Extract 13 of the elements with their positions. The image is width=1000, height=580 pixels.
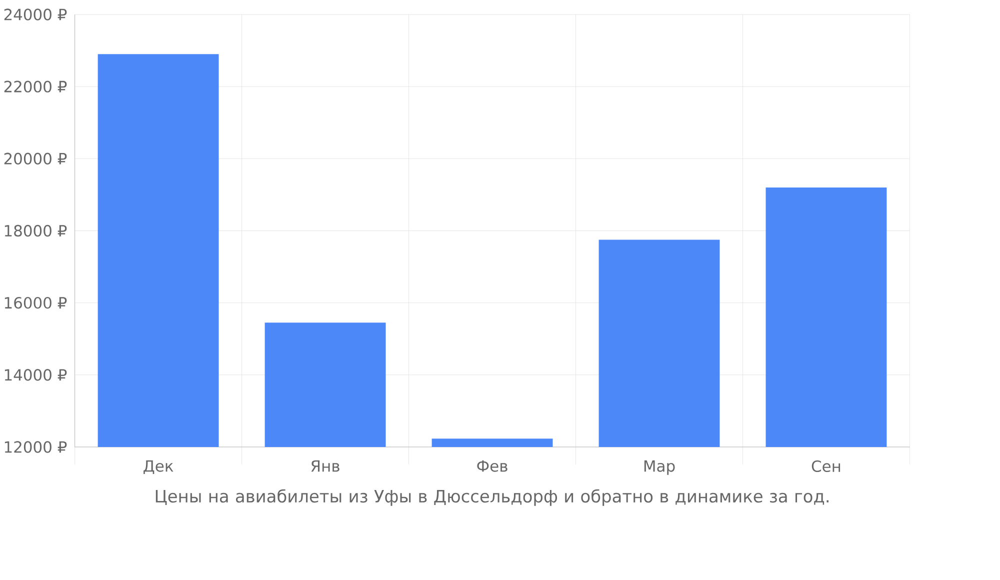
y-tick-label: 12000 ₽ — [4, 440, 67, 453]
y-tick-label: 18000 ₽ — [4, 224, 67, 236]
y-tick-label: 22000 ₽ — [4, 80, 67, 92]
y-tick-label: 14000 ₽ — [4, 368, 67, 381]
x-tick-label: Фев — [477, 460, 508, 472]
x-tick-label: Сен — [812, 460, 840, 472]
x-axis-title: Цены на авиабилеты из Уфы в Дюссельдорф и обратно в динамике за год. — [156, 488, 828, 506]
y-tick-label: 16000 ₽ — [4, 296, 67, 308]
y-tick-label: 24000 ₽ — [4, 8, 67, 20]
x-tick-label: Мар — [644, 460, 675, 475]
x-tick-label: Дек — [144, 460, 174, 474]
x-tick-label: Янв — [311, 460, 340, 472]
y-tick-label: 20000 ₽ — [4, 152, 67, 164]
